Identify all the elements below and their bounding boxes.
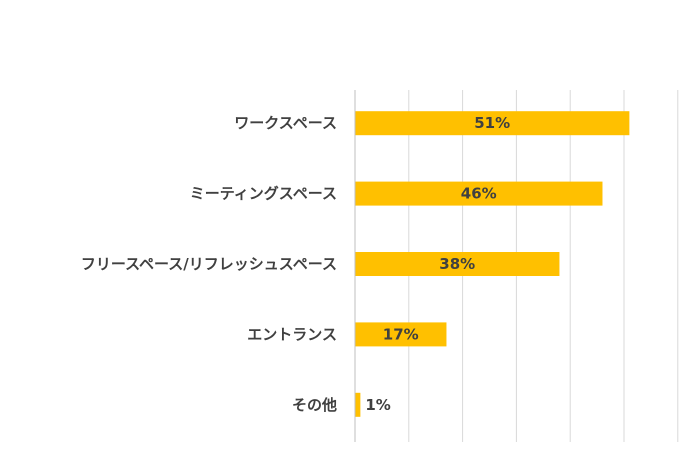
category-label: フリースペース/リフレッシュスペース — [81, 255, 337, 273]
category-label: その他 — [292, 396, 337, 414]
data-label: 1% — [365, 396, 390, 414]
bar — [355, 322, 447, 347]
data-label: 46% — [461, 185, 497, 203]
category-label: ワークスペース — [234, 114, 337, 132]
bar — [355, 181, 603, 206]
bar — [355, 111, 630, 136]
bar — [355, 252, 560, 276]
category-label: エントランス — [247, 325, 337, 343]
data-label: 17% — [383, 325, 419, 343]
bar — [355, 392, 361, 417]
data-label: 51% — [474, 114, 510, 132]
value-labels: 51% 46% 38% 17% 1% — [365, 114, 510, 414]
bars — [355, 111, 630, 417]
category-labels: ワークスペースミーティングスペースフリースペース/リフレッシュスペースエントラン… — [81, 114, 337, 414]
data-label: 38% — [439, 255, 475, 273]
category-label: ミーティングスペース — [190, 185, 337, 203]
